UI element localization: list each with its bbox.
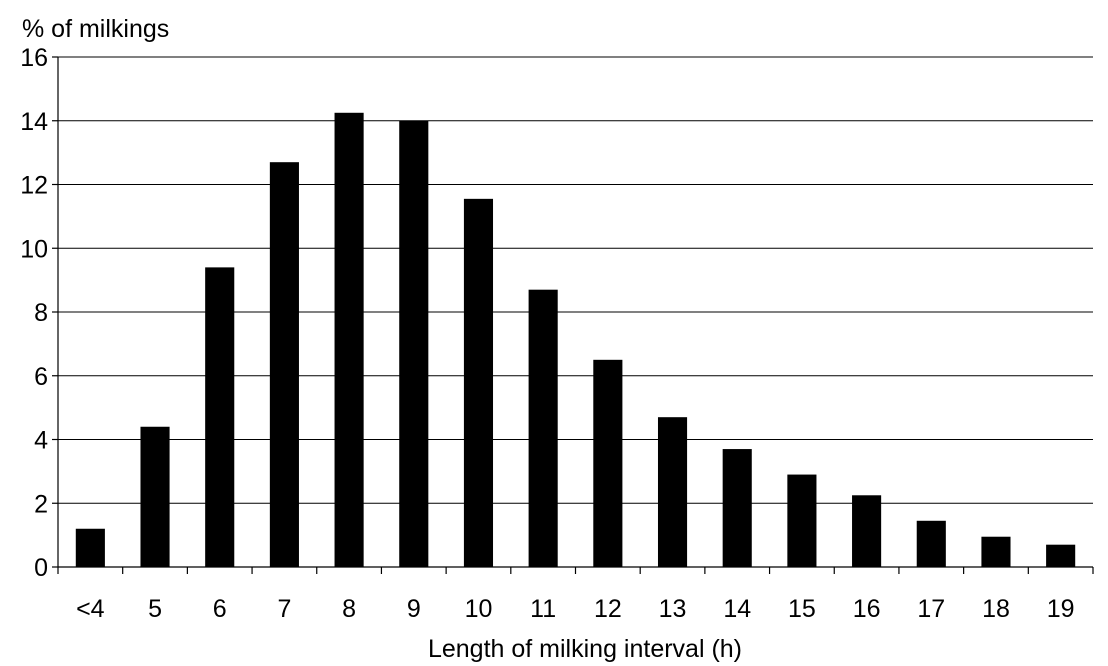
x-tick-label: 6 — [213, 595, 227, 623]
bar — [852, 495, 882, 567]
y-tick-label: 4 — [34, 427, 48, 455]
bar — [722, 449, 752, 567]
x-tick-label: 7 — [277, 595, 291, 623]
bar — [75, 528, 105, 567]
x-tick-label: 10 — [465, 595, 493, 623]
bar — [334, 112, 364, 567]
bar — [140, 426, 170, 567]
x-tick-labels: <4 5 6 7 8 9 10 11 12 13 14 15 16 17 18 19 — [57, 567, 1094, 623]
y-tick-label: 0 — [34, 554, 48, 582]
x-tick-label: 13 — [659, 595, 687, 623]
y-tick-label: 10 — [20, 235, 48, 263]
bar — [1046, 544, 1076, 567]
x-tick-label: 15 — [788, 595, 816, 623]
bar — [916, 520, 946, 567]
y-tick-labels: 0 2 4 6 8 10 12 14 16 — [20, 44, 58, 582]
y-tick-label: 2 — [34, 490, 48, 518]
x-tick-label: 12 — [594, 595, 622, 623]
x-tick-label: 11 — [530, 595, 556, 623]
bar — [981, 536, 1011, 567]
y-axis-title: % of milkings — [22, 15, 169, 43]
bar — [593, 359, 623, 567]
y-tick-label: 12 — [20, 172, 48, 200]
x-tick-label: 17 — [917, 595, 945, 623]
x-axis-title: Length of milking interval (h) — [428, 635, 742, 663]
bar — [787, 474, 817, 567]
x-tick-label: 8 — [342, 595, 356, 623]
bar — [269, 162, 299, 567]
y-tick-label: 6 — [34, 363, 48, 391]
x-tick-label: <4 — [76, 595, 105, 623]
y-tick-label: 16 — [20, 44, 48, 72]
x-tick-label: 19 — [1047, 595, 1075, 623]
bar — [463, 198, 494, 567]
x-tick-label: 18 — [982, 595, 1010, 623]
x-tick-label: 14 — [723, 595, 751, 623]
bar — [205, 267, 235, 567]
bar — [399, 120, 429, 567]
bars — [75, 112, 1076, 567]
x-tick-label: 16 — [853, 595, 881, 623]
y-tick-label: 8 — [34, 299, 48, 327]
bar — [657, 417, 688, 567]
bar — [528, 289, 558, 567]
x-tick-label: 9 — [407, 595, 421, 623]
x-tick-label: 5 — [148, 595, 162, 623]
y-tick-label: 14 — [20, 108, 48, 136]
